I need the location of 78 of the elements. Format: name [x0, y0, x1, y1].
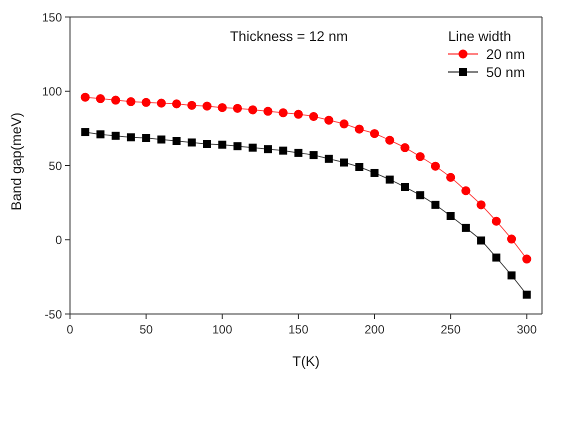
- point: [446, 212, 455, 220]
- point: [279, 146, 288, 155]
- point: [476, 200, 486, 210]
- point: [264, 145, 272, 154]
- point: [96, 94, 105, 104]
- point: [430, 162, 440, 171]
- point: [232, 104, 242, 113]
- x-tick-label: 200: [364, 322, 385, 337]
- point: [126, 133, 135, 142]
- legend-title: Line width: [448, 28, 512, 44]
- point: [461, 186, 470, 196]
- point: [522, 290, 531, 299]
- legend-label: 50 nm: [486, 64, 525, 80]
- point: [142, 98, 151, 107]
- point: [126, 97, 136, 106]
- point: [324, 154, 333, 163]
- point: [80, 92, 90, 102]
- x-axis-title: T(K): [292, 353, 320, 369]
- point: [233, 142, 242, 150]
- annotation: Thickness = 12 nm: [230, 28, 348, 44]
- point: [188, 138, 196, 146]
- point: [202, 102, 212, 111]
- x-tick-label: 250: [440, 322, 461, 337]
- point: [522, 254, 532, 264]
- point: [187, 100, 196, 110]
- point: [477, 236, 486, 244]
- point: [111, 96, 120, 105]
- point: [324, 116, 334, 125]
- x-tick-label: 100: [212, 322, 233, 337]
- point: [294, 110, 303, 119]
- point: [278, 108, 288, 118]
- point: [81, 128, 90, 136]
- x-tick-label: 150: [288, 322, 309, 337]
- point: [340, 158, 348, 167]
- y-tick-label: -50: [44, 307, 62, 322]
- y-tick-label: 150: [42, 10, 62, 24]
- y-tick-label: 50: [48, 158, 62, 173]
- point: [446, 172, 456, 182]
- point: [203, 140, 212, 148]
- point: [507, 234, 516, 244]
- point: [172, 136, 181, 145]
- y-axis-title: Band gap(meV): [8, 112, 24, 210]
- point: [112, 132, 120, 140]
- point: [386, 176, 394, 184]
- point: [218, 103, 227, 112]
- point: [340, 119, 349, 128]
- point: [157, 136, 166, 144]
- point: [462, 224, 470, 232]
- point: [416, 152, 425, 162]
- x-tick-label: 50: [139, 322, 154, 337]
- y-tick-label: 100: [42, 84, 62, 99]
- point: [354, 124, 364, 134]
- point: [508, 271, 516, 280]
- point: [431, 200, 440, 209]
- point: [294, 148, 302, 157]
- legend-label: 20 nm: [486, 46, 525, 62]
- point: [370, 168, 379, 177]
- x-tick-label: 0: [66, 322, 74, 337]
- point: [248, 105, 258, 114]
- point: [355, 162, 364, 171]
- point: [492, 254, 500, 262]
- point: [218, 140, 226, 149]
- point: [385, 136, 394, 145]
- point: [400, 143, 410, 152]
- point: [172, 99, 182, 108]
- point: [263, 106, 272, 116]
- point: [309, 112, 318, 121]
- point: [416, 191, 424, 200]
- point: [370, 129, 380, 138]
- point: [492, 216, 501, 226]
- x-tick-label: 300: [516, 322, 538, 337]
- point: [310, 151, 318, 160]
- y-tick-label: 0: [55, 233, 62, 248]
- point: [248, 144, 257, 152]
- point: [142, 134, 150, 142]
- point: [156, 98, 166, 108]
- point: [400, 183, 409, 192]
- point: [96, 130, 104, 138]
